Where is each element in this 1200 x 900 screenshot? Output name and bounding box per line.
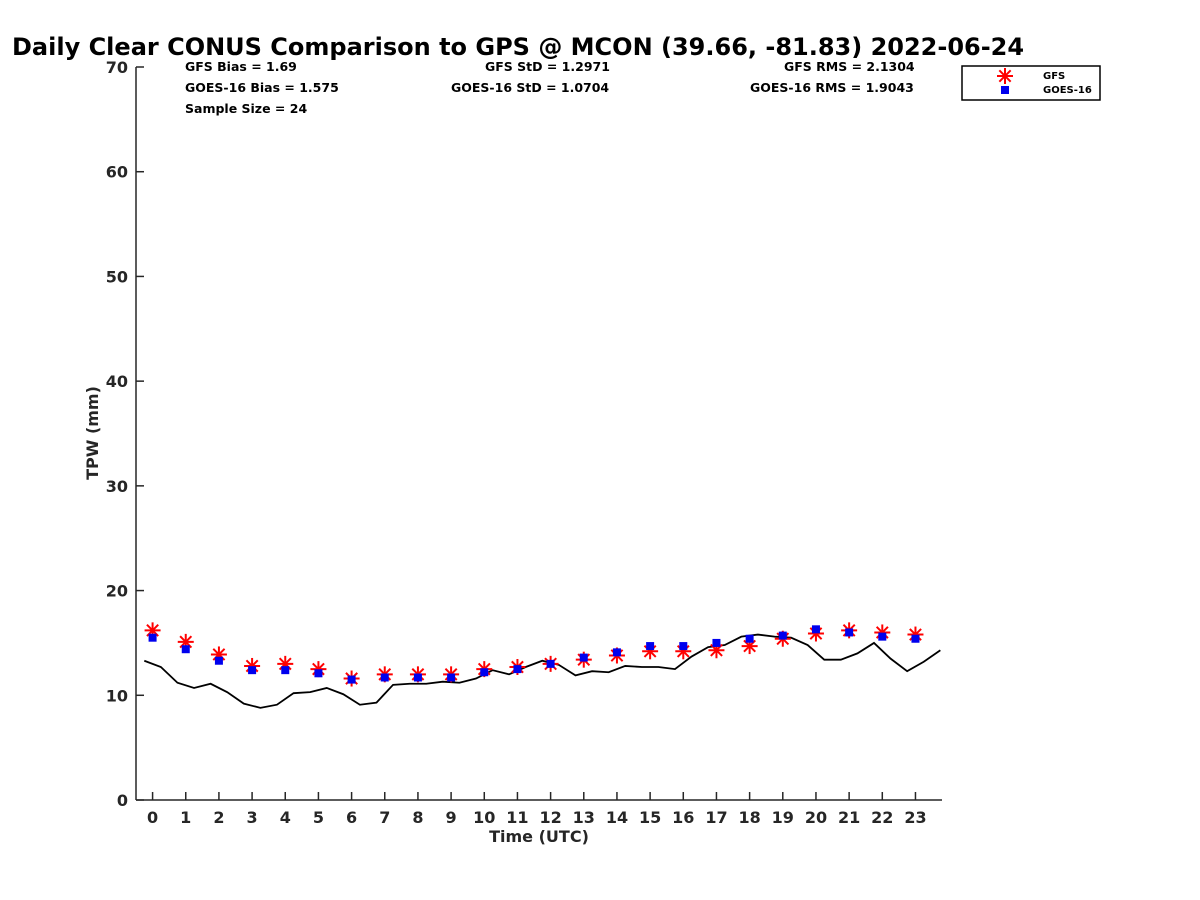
y-axis-label: TPW (mm)	[83, 386, 102, 480]
x-tick-label: 0	[147, 808, 158, 827]
gfs-bias-label: GFS Bias = 1.69	[185, 59, 297, 74]
x-tick-label: 7	[379, 808, 390, 827]
y-tick-label: 60	[106, 163, 128, 182]
goes16-point	[347, 675, 356, 684]
legend-goes-marker	[1001, 86, 1009, 94]
goes16-point	[911, 634, 920, 643]
goes16-point	[878, 632, 887, 641]
x-tick-label: 2	[213, 808, 224, 827]
y-tick-label: 50	[106, 267, 128, 286]
y-tick-label: 20	[106, 582, 128, 601]
goes16-point	[811, 625, 820, 634]
x-tick-label: 6	[346, 808, 357, 827]
x-tick-label: 4	[280, 808, 291, 827]
legend-gfs-label: GFS	[1043, 71, 1065, 82]
x-tick-label: 18	[738, 808, 760, 827]
x-tick-label: 13	[573, 808, 595, 827]
x-tick-label: 9	[446, 808, 457, 827]
goes16-point	[314, 669, 323, 678]
goes16-point	[214, 656, 223, 665]
goes16-point	[447, 673, 456, 682]
goes16-point	[745, 634, 754, 643]
x-tick-label: 1	[180, 808, 191, 827]
goes16-point	[480, 668, 489, 677]
goes16-point	[181, 645, 190, 654]
y-tick-label: 30	[106, 477, 128, 496]
x-tick-label: 12	[539, 808, 561, 827]
y-tick-label: 10	[106, 686, 128, 705]
x-tick-label: 14	[606, 808, 628, 827]
goes16-point	[712, 638, 721, 647]
goes16-point	[646, 642, 655, 651]
x-tick-label: 17	[705, 808, 727, 827]
goes16-point	[413, 673, 422, 682]
y-tick-label: 70	[106, 58, 128, 77]
goes16-point	[248, 666, 257, 675]
x-tick-label: 10	[473, 808, 495, 827]
goes16-point	[281, 666, 290, 675]
x-tick-label: 11	[506, 808, 528, 827]
goes-bias-label: GOES-16 Bias = 1.575	[185, 80, 339, 95]
chart-title: Daily Clear CONUS Comparison to GPS @ MC…	[12, 33, 1024, 61]
goes16-point	[679, 642, 688, 651]
y-tick-label: 40	[106, 372, 128, 391]
y-tick-label: 0	[117, 791, 128, 810]
legend: GFS GOES-16	[961, 65, 1101, 101]
goes-rms-label: GOES-16 RMS = 1.9043	[750, 80, 914, 95]
goes16-point	[612, 648, 621, 657]
x-tick-label: 5	[313, 808, 324, 827]
goes16-point	[845, 628, 854, 637]
sample-size-label: Sample Size = 24	[185, 101, 307, 116]
legend-gfs-marker	[997, 68, 1013, 84]
legend-goes-label: GOES-16	[1043, 85, 1092, 96]
goes16-point	[513, 665, 522, 674]
x-tick-label: 22	[871, 808, 893, 827]
legend-box	[961, 65, 1101, 101]
goes16-point	[579, 653, 588, 662]
gfs-rms-label: GFS RMS = 2.1304	[784, 59, 915, 74]
x-tick-label: 21	[838, 808, 860, 827]
x-tick-label: 20	[805, 808, 827, 827]
x-tick-label: 8	[412, 808, 423, 827]
x-tick-label: 19	[772, 808, 794, 827]
x-tick-label: 15	[639, 808, 661, 827]
x-tick-label: 3	[247, 808, 258, 827]
goes16-point	[380, 673, 389, 682]
goes16-point	[778, 631, 787, 640]
goes16-point	[148, 633, 157, 642]
x-axis-label: Time (UTC)	[489, 827, 589, 846]
gps-series-line	[143, 633, 941, 709]
goes-std-label: GOES-16 StD = 1.0704	[451, 80, 609, 95]
x-tick-label: 23	[904, 808, 926, 827]
legend-gfs-asterisk	[997, 68, 1013, 84]
goes16-point	[546, 659, 555, 668]
gfs-std-label: GFS StD = 1.2971	[485, 59, 610, 74]
x-tick-label: 16	[672, 808, 694, 827]
